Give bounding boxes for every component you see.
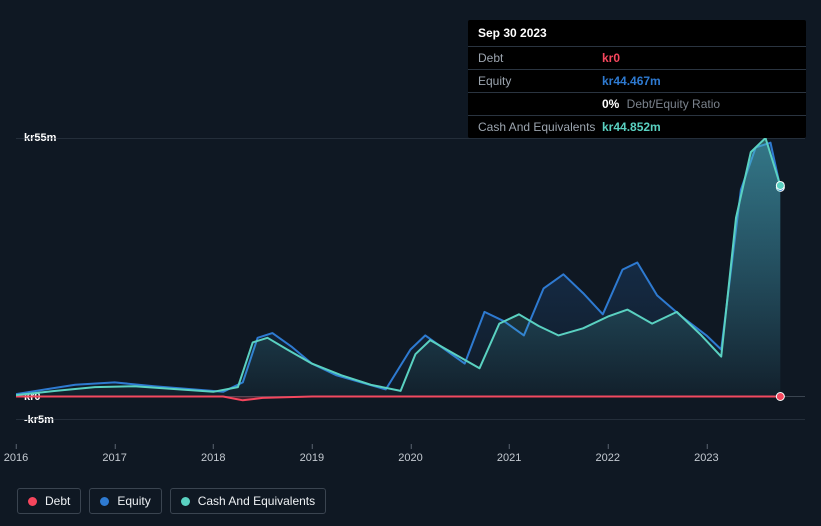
tooltip-label: Equity [478, 74, 602, 88]
legend-dot-icon [28, 497, 37, 506]
tooltip-value: 0% Debt/Equity Ratio [602, 97, 720, 111]
x-axis-label: 2020 [398, 452, 422, 464]
legend-item-debt[interactable]: Debt [17, 488, 81, 514]
series-area-cash-and-equivalents [16, 138, 780, 397]
chart-plot [16, 138, 805, 420]
x-axis-label: 2017 [102, 452, 126, 464]
x-axis-label: 2021 [497, 452, 521, 464]
legend: Debt Equity Cash And Equivalents [17, 488, 326, 514]
tooltip-label [478, 97, 602, 111]
legend-label: Equity [117, 494, 150, 508]
tooltip-label: Debt [478, 51, 602, 65]
legend-label: Cash And Equivalents [198, 494, 315, 508]
x-axis-label: 2023 [694, 452, 718, 464]
tooltip-row: Debtkr0 [468, 46, 806, 69]
legend-dot-icon [181, 497, 190, 506]
tooltip-row: 0% Debt/Equity Ratio [468, 92, 806, 115]
x-axis-label: 2018 [201, 452, 225, 464]
tooltip-date: Sep 30 2023 [468, 20, 806, 46]
series-end-marker [776, 181, 784, 189]
legend-item-equity[interactable]: Equity [89, 488, 161, 514]
x-axis-label: 2022 [596, 452, 620, 464]
tooltip-value: kr0 [602, 51, 620, 65]
tooltip-extra: Debt/Equity Ratio [623, 97, 720, 111]
legend-dot-icon [100, 497, 109, 506]
tooltip-row: Equitykr44.467m [468, 69, 806, 92]
legend-label: Debt [45, 494, 70, 508]
tooltip-panel: Sep 30 2023 Debtkr0Equitykr44.467m0% Deb… [468, 20, 806, 138]
tooltip-value: kr44.467m [602, 74, 661, 88]
x-axis-label: 2016 [4, 452, 28, 464]
chart-area: kr55mkr0-kr5m 20162017201820192020202120… [16, 128, 805, 440]
x-axis-label: 2019 [300, 452, 324, 464]
legend-item-cash-and-equivalents[interactable]: Cash And Equivalents [170, 488, 326, 514]
series-line-debt [16, 397, 780, 401]
